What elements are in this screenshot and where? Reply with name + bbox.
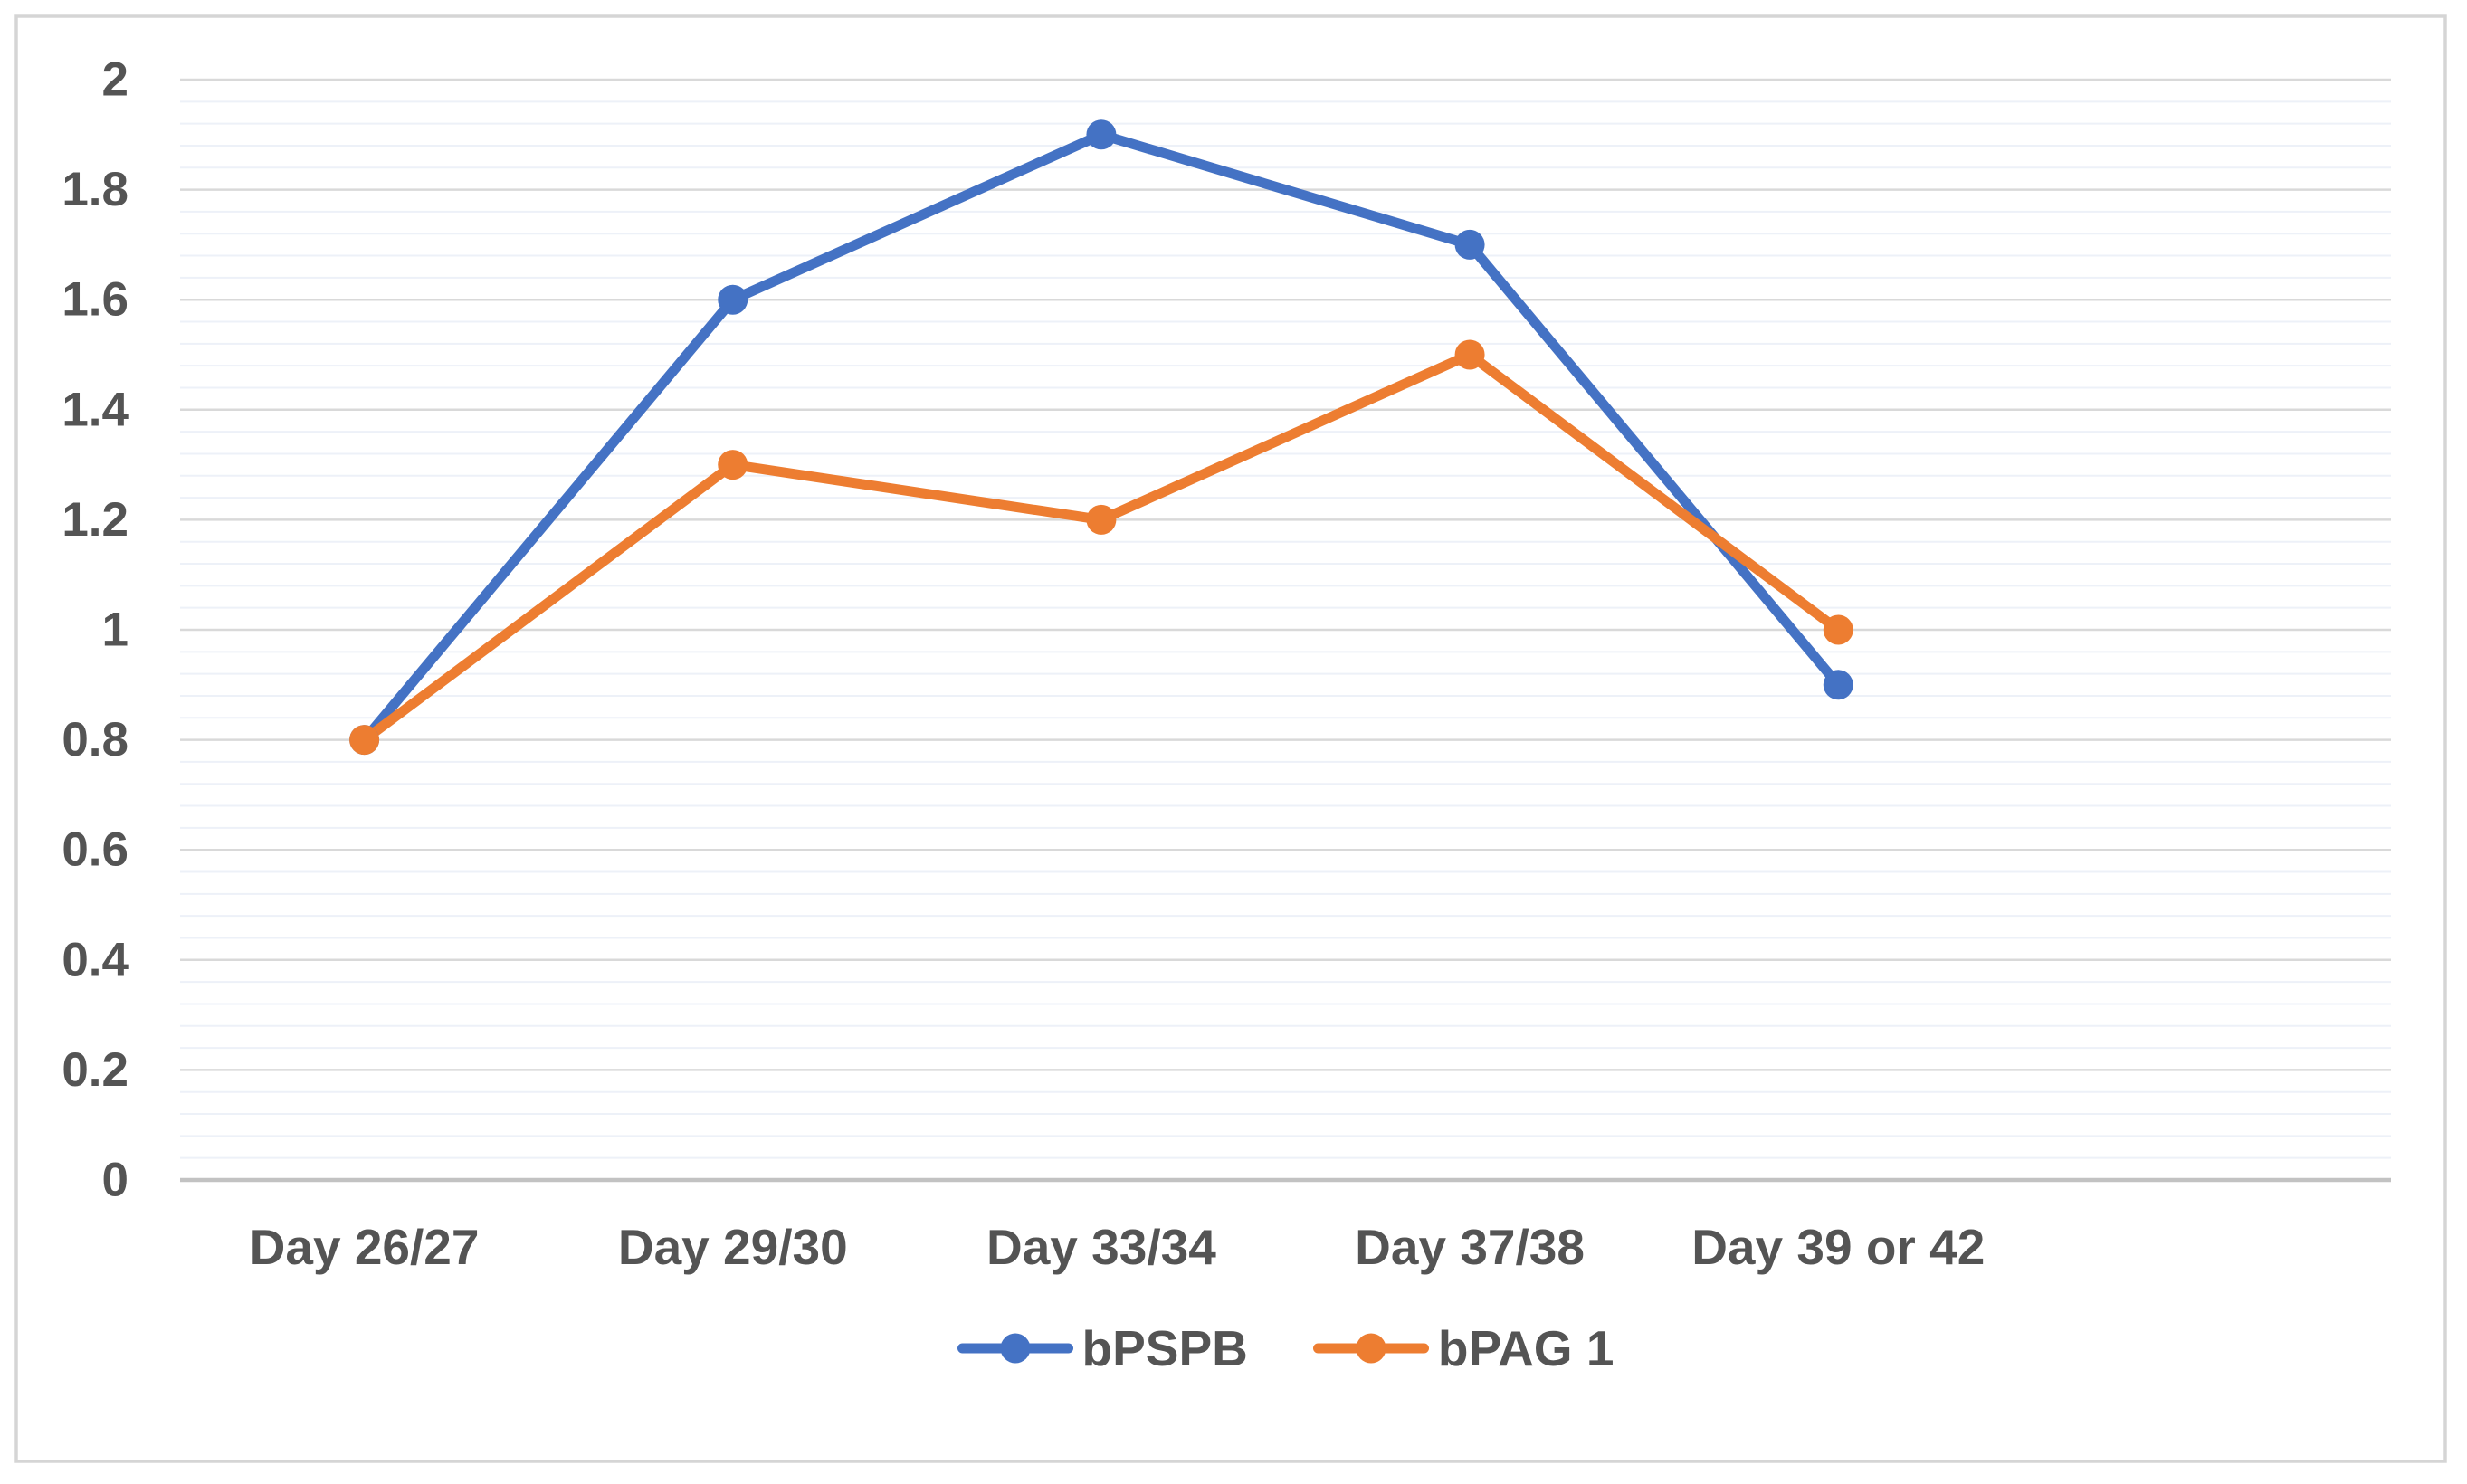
chart-legend: bPSPB bPAG 1: [180, 1319, 2391, 1377]
y-tick-label: 0.8: [62, 713, 129, 766]
y-tick-label: 2: [102, 53, 129, 107]
y-tick-label: 1.8: [62, 163, 129, 216]
x-category-label: Day 26/27: [250, 1219, 480, 1275]
y-tick-label: 0: [102, 1154, 129, 1207]
legend-label-bpspb: bPSPB: [1081, 1320, 1248, 1376]
bpspb-series-marker-icon: [957, 1333, 1073, 1364]
data-point-bpag-1-4: [1823, 614, 1853, 645]
data-point-bpspb-2: [1086, 119, 1117, 150]
y-tick-label: 0.4: [62, 933, 129, 986]
data-point-bpspb-3: [1454, 229, 1485, 260]
x-category-label: Day 29/30: [618, 1219, 848, 1275]
series-line-bpspb: [359, 129, 1843, 746]
x-category-label: Day 37/38: [1355, 1219, 1585, 1275]
series-line-bpag-1: [359, 349, 1843, 746]
axis-labels: 0 0.2 0.4 0.6 0.8 1 1.2 1.4 1.6 1.8 2 Day 26/27 Day …: [62, 53, 1985, 1276]
y-tick-label: 1.2: [62, 493, 129, 547]
x-category-label: Day 33/34: [986, 1219, 1216, 1275]
data-point-bpspb-1: [718, 284, 748, 315]
y-tick-label: 1.6: [62, 273, 129, 327]
legend-item-bpag1: bPAG 1: [1312, 1319, 1615, 1377]
figure-border: [14, 14, 2447, 1463]
data-point-bpag-1-0: [349, 725, 380, 756]
series-plot: [349, 119, 1853, 756]
bpag1-series-marker-icon: [1312, 1333, 1429, 1364]
data-point-bpag-1-3: [1454, 339, 1485, 370]
y-tick-label: 0.6: [62, 823, 129, 877]
minor-gridlines: [180, 100, 2391, 1159]
y-tick-label: 0.2: [62, 1043, 129, 1097]
legend-item-bpspb: bPSPB: [957, 1319, 1248, 1377]
major-gridlines: [180, 78, 2391, 1183]
x-category-label: Day 39 or 42: [1691, 1219, 1985, 1275]
data-point-bpag-1-1: [718, 450, 748, 480]
y-tick-label: 1.4: [62, 383, 129, 436]
data-point-bpag-1-2: [1086, 504, 1117, 535]
y-tick-label: 1: [102, 604, 129, 657]
data-point-bpspb-4: [1823, 670, 1853, 700]
legend-label-bpag1: bPAG 1: [1437, 1320, 1615, 1376]
